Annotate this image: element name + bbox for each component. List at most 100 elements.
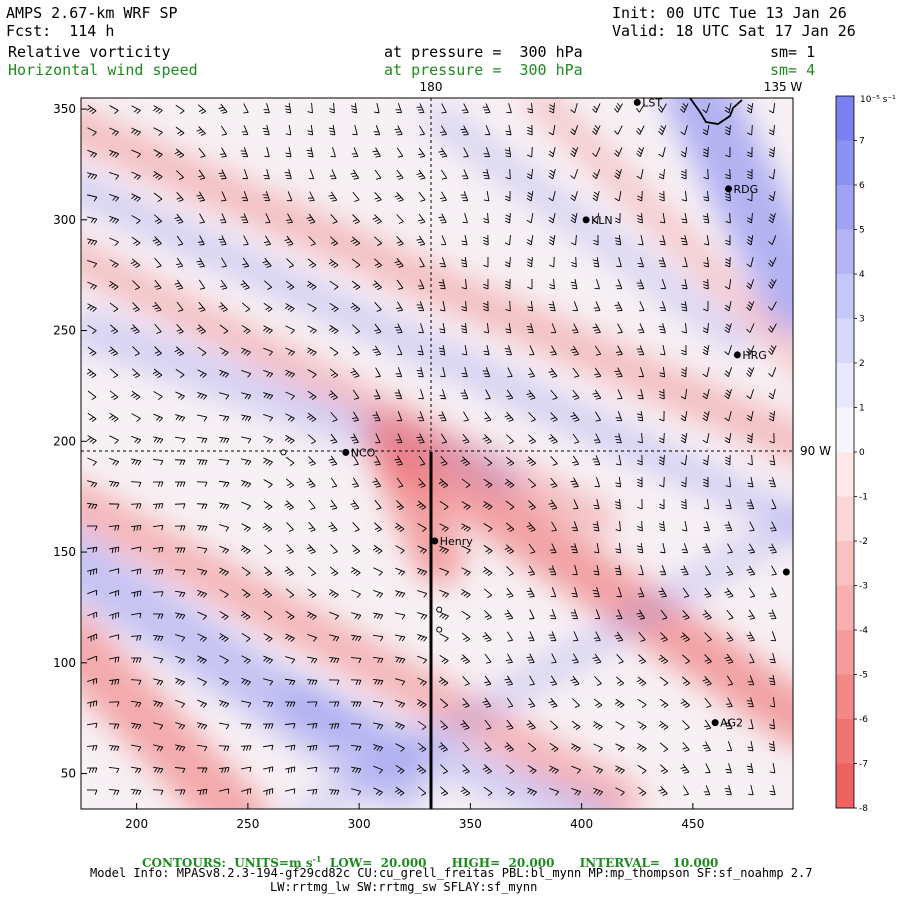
wind-barb — [460, 389, 469, 400]
wind-barb — [592, 212, 600, 224]
wind-barb — [659, 698, 669, 708]
wind-barb — [614, 433, 622, 444]
wind-barb — [394, 192, 404, 202]
wind-barb — [680, 454, 688, 466]
wind-barb — [526, 456, 537, 466]
wind-barb — [702, 543, 711, 554]
wind-barb — [680, 146, 688, 158]
wind-barb — [505, 190, 511, 202]
wind-barb — [483, 456, 493, 466]
wind-barb — [87, 346, 97, 356]
wind-barb — [351, 258, 361, 268]
wind-barb — [265, 213, 271, 224]
wind-barb — [682, 609, 690, 620]
wind-barb — [680, 125, 688, 136]
wind-barb — [439, 611, 449, 620]
wind-barb — [572, 301, 579, 312]
wind-barb — [86, 789, 98, 795]
wind-barb — [746, 301, 755, 311]
colorbar-swatch — [836, 318, 854, 364]
colorbar-label: -1 — [859, 493, 868, 503]
wind-barb — [440, 191, 447, 202]
wind-barb — [307, 633, 318, 642]
wind-barb — [658, 720, 669, 730]
wind-barb — [350, 433, 359, 444]
colorbar-swatch — [836, 674, 854, 720]
wind-barb — [572, 389, 580, 400]
wind-barb — [174, 503, 186, 509]
wind-barb — [592, 169, 601, 180]
wind-barb — [768, 345, 777, 355]
wind-barb — [328, 745, 340, 751]
wind-barb — [614, 631, 624, 642]
wind-barb — [440, 455, 448, 466]
wind-barb — [659, 742, 669, 752]
y-tick-label: 350 — [53, 102, 76, 116]
wind-barb — [703, 146, 709, 158]
station: Henry — [431, 535, 473, 548]
wind-barb — [373, 590, 384, 598]
y-tick-label: 200 — [53, 434, 76, 448]
wind-barb — [198, 169, 206, 180]
wind-barb — [152, 503, 164, 510]
wind-barb — [746, 323, 755, 333]
wind-barb — [285, 347, 295, 356]
wind-barb — [285, 213, 293, 224]
wind-barb — [505, 278, 511, 290]
wind-barb — [395, 699, 406, 708]
wind-barb — [636, 542, 644, 554]
wind-barb — [594, 279, 600, 290]
wind-barb — [395, 612, 406, 620]
wind-barb — [350, 499, 360, 510]
wind-barb — [725, 190, 731, 202]
wind-barb — [306, 722, 318, 729]
wind-barb — [221, 257, 227, 268]
x-tick-label: 450 — [681, 817, 704, 831]
wind-barb — [636, 212, 643, 224]
wind-barb — [659, 235, 666, 246]
wind-barb — [306, 679, 318, 686]
wind-barb — [768, 367, 777, 378]
wind-barb — [439, 301, 446, 312]
colorbar-swatch — [836, 229, 854, 275]
wind-barb — [746, 411, 754, 422]
wind-barb — [615, 212, 621, 224]
wind-barb — [175, 634, 186, 642]
station-label: Henry — [440, 535, 474, 548]
wind-barb — [527, 124, 533, 136]
wind-barb — [174, 346, 185, 356]
wind-barb — [725, 146, 731, 158]
wind-barb — [395, 103, 403, 114]
wind-barb — [285, 478, 295, 488]
wind-barb — [548, 565, 557, 576]
wind-barb — [616, 653, 624, 664]
wind-barb — [505, 653, 513, 664]
wind-barb — [438, 279, 446, 290]
wind-barb — [351, 612, 362, 620]
wind-barb — [636, 410, 644, 422]
wind-barb — [527, 278, 533, 290]
wind-barb — [219, 700, 230, 708]
wind-barb — [527, 434, 537, 444]
wind-barb — [285, 456, 295, 466]
wind-barb — [352, 191, 360, 202]
wind-barb — [526, 212, 534, 224]
wind-barb — [306, 766, 318, 773]
wind-barb — [724, 411, 732, 422]
wind-barb — [330, 433, 338, 444]
wind-barb — [463, 147, 469, 158]
wind-barb — [241, 302, 251, 312]
wind-barb — [461, 545, 471, 554]
wind-barb — [570, 345, 580, 356]
wind-barb — [131, 546, 142, 552]
wind-barb — [131, 193, 141, 202]
wind-barb — [196, 257, 205, 268]
wind-barb — [174, 213, 184, 224]
parallel-90w-label: 90 W — [800, 444, 831, 458]
wind-barb — [440, 367, 446, 378]
wind-barb — [462, 213, 468, 224]
wind-barb — [704, 654, 712, 664]
station-dot — [782, 568, 790, 576]
wind-barb — [748, 543, 756, 554]
wind-barb — [681, 521, 688, 532]
